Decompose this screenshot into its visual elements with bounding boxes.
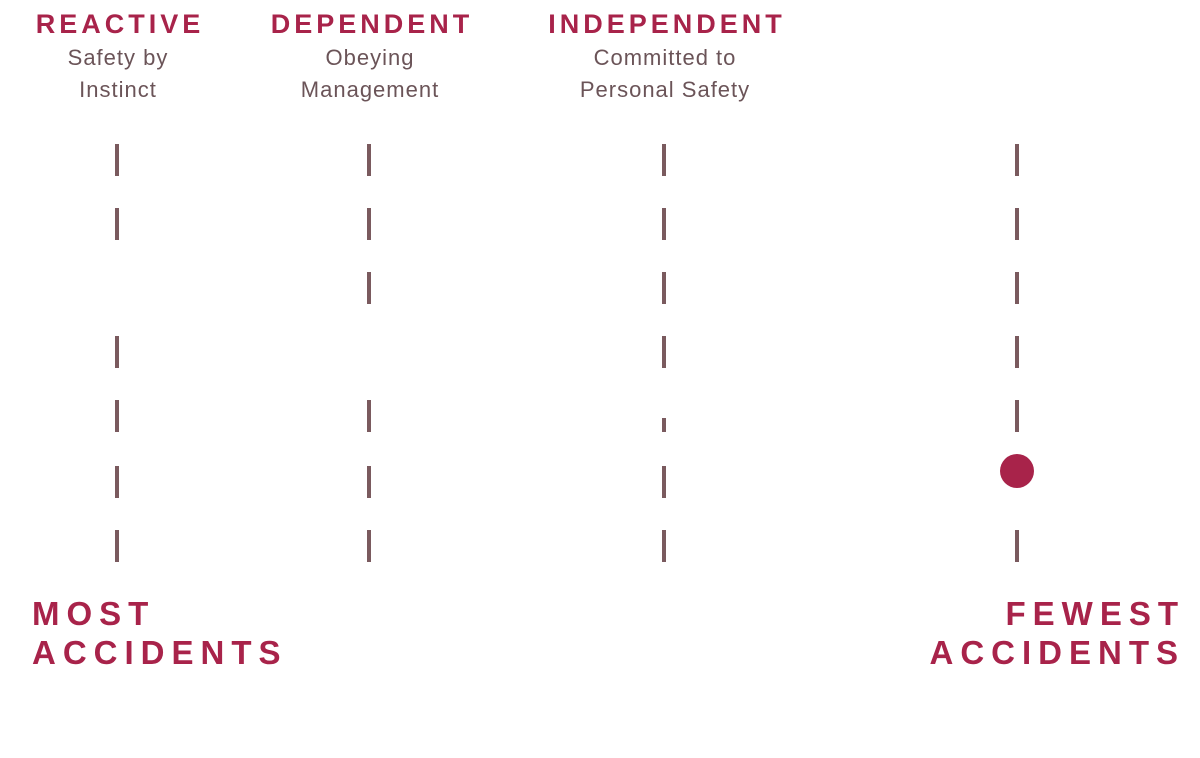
right-label: ACCIDENTS [929,634,1185,671]
position-marker [1000,454,1034,488]
stage-subtitle: Obeying [326,45,415,70]
right-label: FEWEST [1006,595,1186,632]
stage-title: DEPENDENT [271,9,474,39]
stage-subtitle: Management [301,77,439,102]
stage-title: REACTIVE [36,9,205,39]
stage-subtitle: Instinct [79,77,157,102]
stage-subtitle: Safety by [68,45,169,70]
dash-columns [115,144,1019,562]
stage-subtitle: Personal Safety [580,77,750,102]
stage-labels: REACTIVE Safety by Instinct DEPENDENT Ob… [36,9,786,102]
left-label: MOST [32,595,155,632]
stage-title: INDEPENDENT [548,9,786,39]
left-label: ACCIDENTS [32,634,288,671]
stage-subtitle: Committed to [594,45,737,70]
